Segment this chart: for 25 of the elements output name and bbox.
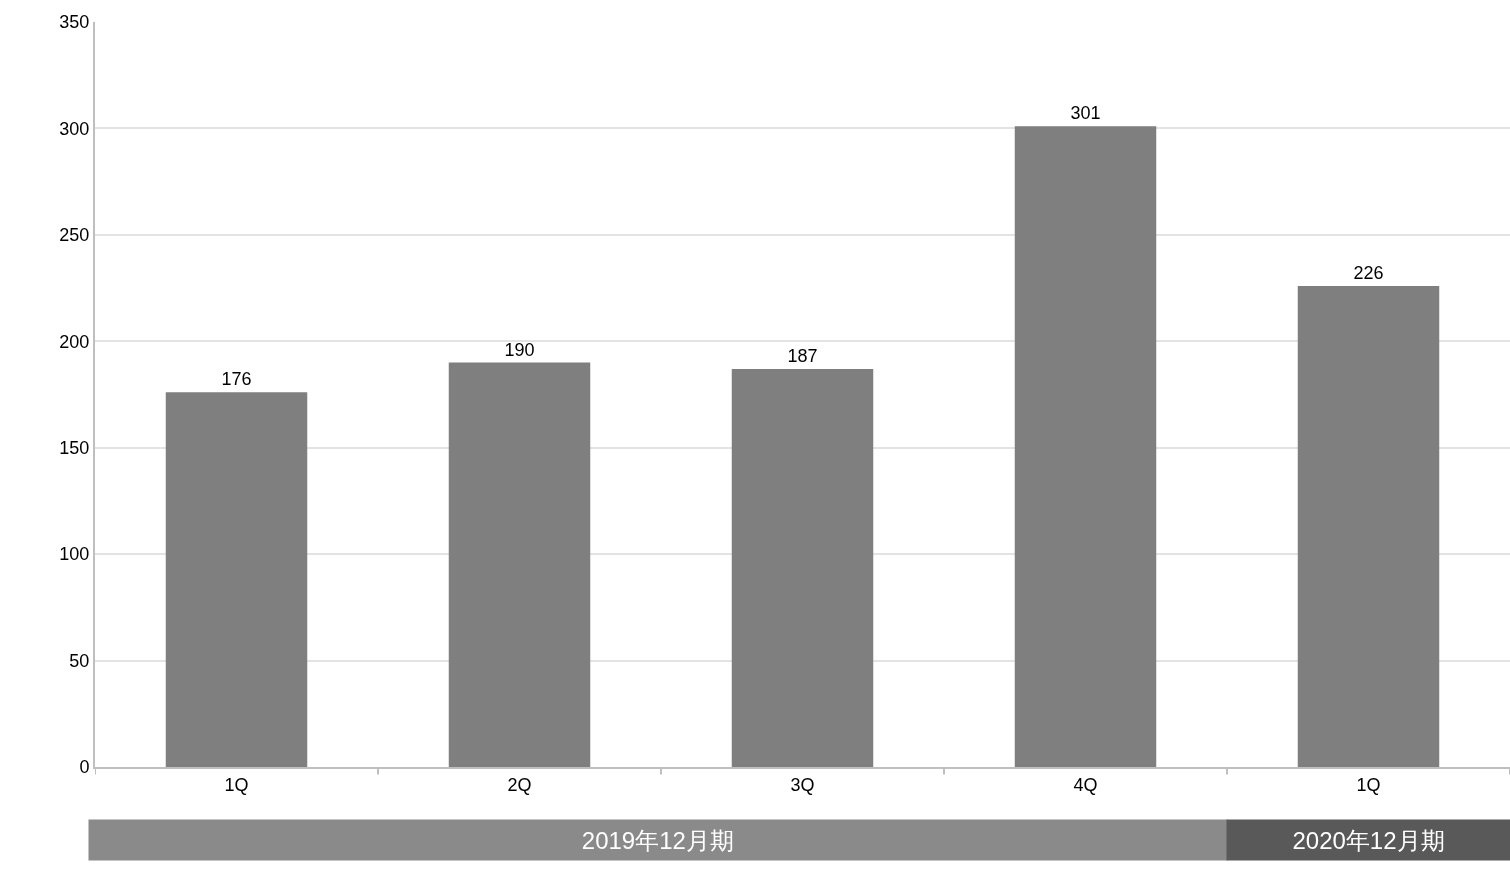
x-tick-label: 3Q	[790, 774, 815, 795]
y-tick-label: 250	[59, 225, 90, 246]
text: 2019年12月期	[581, 826, 734, 854]
x-tick-label: 4Q	[1073, 774, 1098, 795]
data-label: 176	[221, 369, 252, 390]
y-tick-label: 50	[69, 650, 90, 671]
text: 2020年12月期	[1292, 826, 1445, 854]
x-tick-label: 2Q	[507, 774, 532, 795]
y-tick-label: 300	[59, 118, 90, 139]
data-label: 226	[1353, 262, 1384, 283]
y-tick-label: 100	[59, 544, 90, 565]
y-tick-label: 0	[79, 757, 90, 778]
x-tick-label: 1Q	[224, 774, 249, 795]
bar	[1297, 285, 1440, 767]
bar	[731, 368, 874, 767]
x-tick-label: 1Q	[1356, 774, 1381, 795]
data-label: 187	[787, 345, 818, 366]
bar	[1014, 126, 1157, 767]
y-tick-label: 150	[59, 438, 90, 459]
data-label: 190	[504, 339, 535, 360]
data-label: 301	[1070, 103, 1101, 124]
y-tick-label: 350	[59, 12, 90, 33]
bar	[448, 362, 591, 767]
y-tick-label: 200	[59, 331, 90, 352]
bar	[165, 392, 308, 767]
